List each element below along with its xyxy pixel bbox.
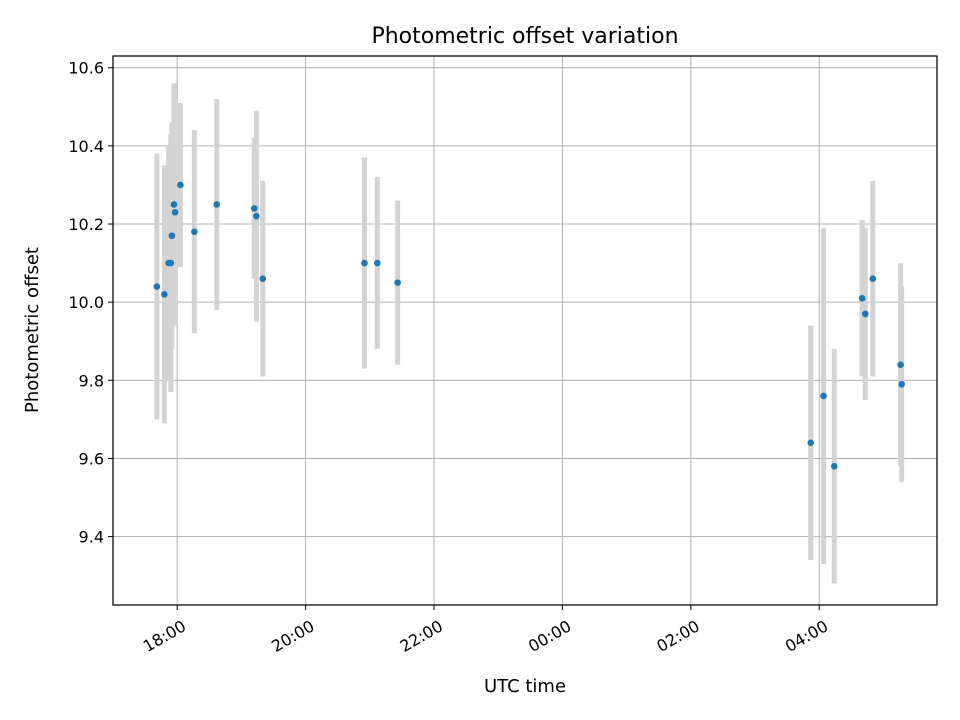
grid [113,56,937,605]
data-point [259,275,267,283]
data-point [171,208,179,216]
chart-title: Photometric offset variation [371,24,678,49]
data-point [869,275,877,283]
data-point [361,259,368,267]
y-tick-label: 10.2 [68,215,104,234]
data-point [168,232,176,240]
y-tick-label: 10.6 [68,59,104,78]
data-point [153,283,161,290]
data-point [253,212,260,220]
data-point [820,392,827,400]
data-points [153,181,905,470]
data-point [858,294,866,302]
y-axis-label: Photometric offset [22,247,43,413]
data-point [394,279,401,286]
data-point [374,259,381,267]
data-point [862,310,869,318]
y-tick-label: 9.6 [79,449,104,468]
data-point [191,228,198,236]
data-point [170,201,178,208]
y-axis: 9.4 9.6 9.8 10.0 10.2 10.4 10.6 [68,59,113,547]
data-point [250,205,258,212]
y-tick-label: 9.4 [79,528,104,547]
y-tick-label: 9.8 [79,371,104,390]
y-tick-label: 10.0 [68,293,104,312]
plot-area-frame [112,55,938,606]
data-point [177,181,184,189]
data-point [897,361,904,368]
data-point [213,201,221,208]
data-point [830,462,838,470]
data-point [161,291,168,298]
data-point [898,380,905,388]
data-point [167,259,175,267]
y-tick-label: 10.4 [68,137,104,156]
data-point [807,439,815,447]
x-axis-label: UTC time [484,676,566,697]
